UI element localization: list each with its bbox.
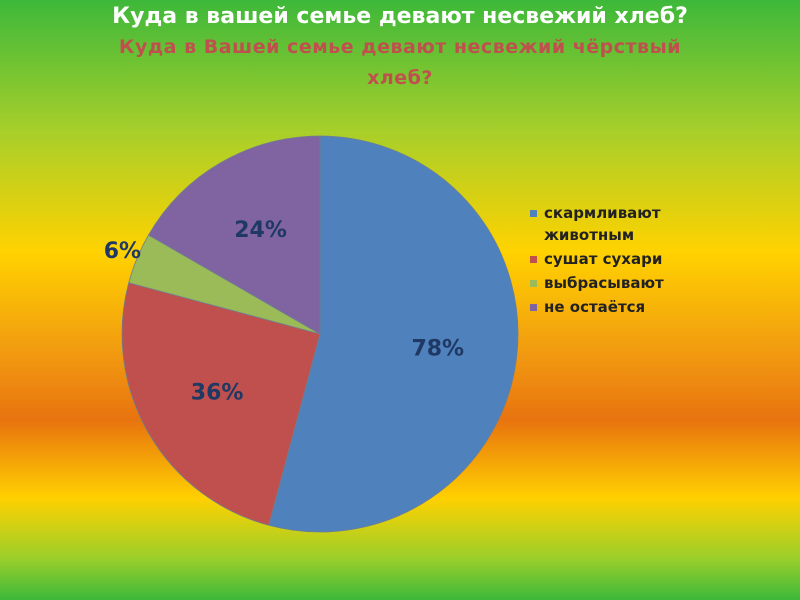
legend-entry: сушат сухари bbox=[530, 248, 690, 270]
chart-title: Куда в Вашей семье девают несвежий чёрст… bbox=[118, 36, 682, 89]
legend-entry: не остаётся bbox=[530, 296, 690, 318]
legend-label: не остаётся bbox=[544, 298, 646, 316]
data-label: 6% bbox=[104, 239, 141, 264]
legend-label: скармливают животным bbox=[544, 204, 661, 244]
legend-swatch bbox=[530, 304, 537, 311]
legend-swatch bbox=[530, 256, 537, 263]
data-label: 78% bbox=[411, 337, 464, 362]
legend: скармливают животным сушат сухари выбрасыв… bbox=[530, 202, 690, 320]
legend-swatch bbox=[530, 280, 537, 287]
pie-slice bbox=[147, 135, 321, 335]
data-label: 36% bbox=[191, 380, 244, 405]
data-label: 24% bbox=[234, 218, 287, 243]
slide-title: Куда в вашей семье девают несвежий хлеб? bbox=[112, 4, 688, 29]
pie-slice bbox=[121, 282, 321, 526]
pie-slice bbox=[268, 135, 519, 533]
legend-label: сушат сухари bbox=[544, 250, 663, 268]
legend-swatch bbox=[530, 210, 537, 217]
legend-entry: скармливают животным bbox=[530, 202, 690, 246]
legend-entry: выбрасывают bbox=[530, 272, 690, 294]
legend-label: выбрасывают bbox=[544, 274, 664, 292]
